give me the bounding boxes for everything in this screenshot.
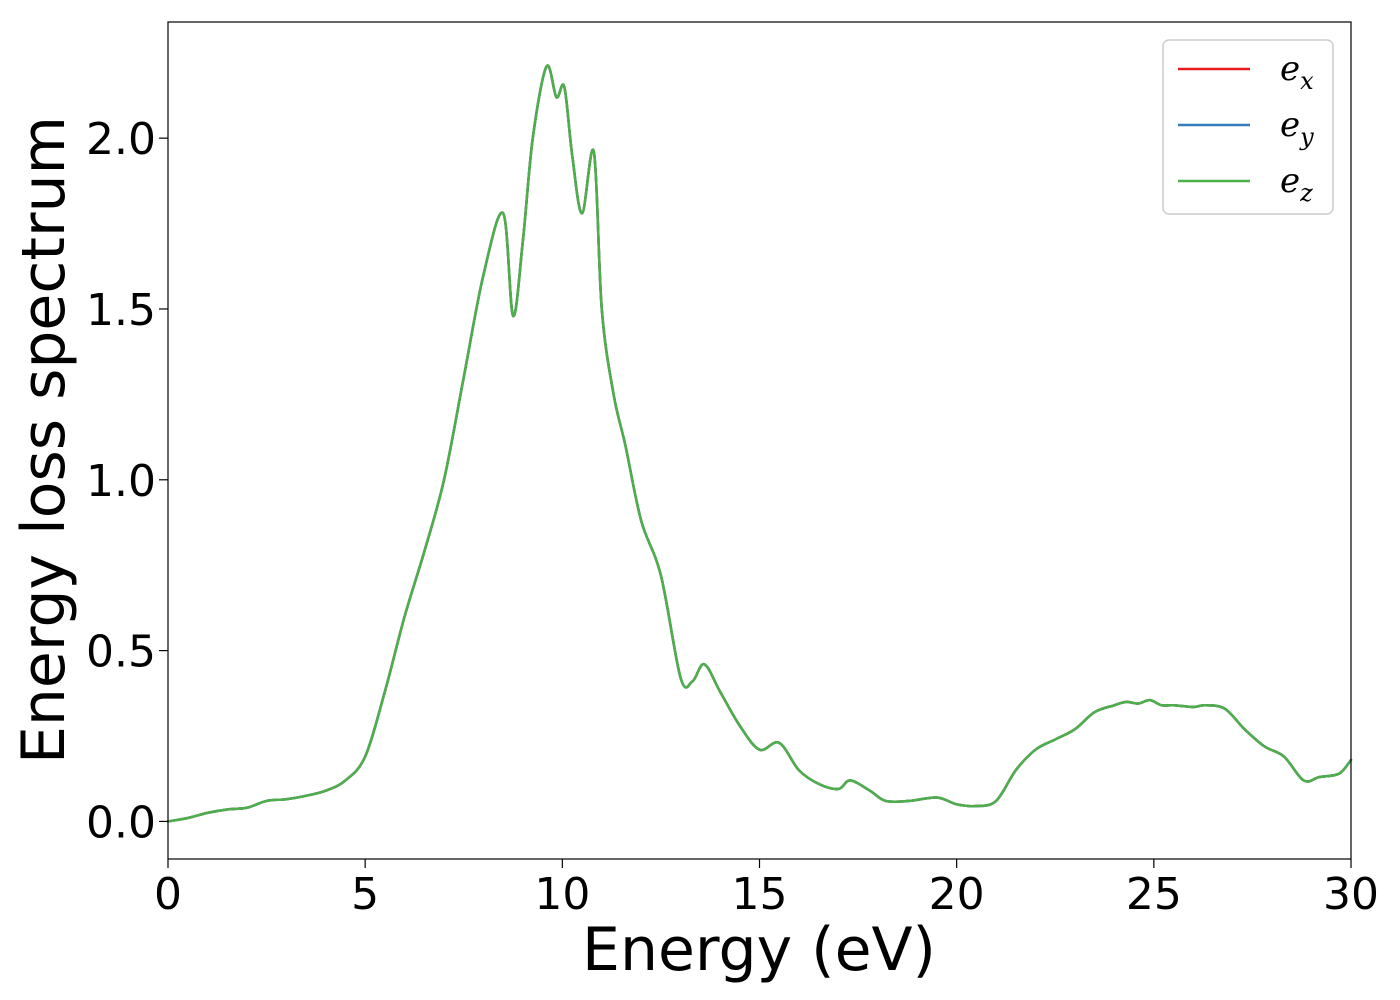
- x-axis-label: Energy (eV): [582, 915, 936, 985]
- y-axis-label: Energy loss spectrum: [9, 116, 79, 764]
- series-line-z: [166, 64, 1353, 823]
- y-tick-label: 0.0: [86, 797, 156, 848]
- series-layer: [166, 64, 1353, 823]
- y-tick-label: 0.5: [86, 627, 156, 678]
- x-tick-label: 0: [154, 869, 182, 920]
- ticks-layer: 0 5 10 15 20 25 30 0.0 0.5 1.0 1.5 2.0: [86, 114, 1379, 920]
- y-tick-label: 1.5: [86, 285, 156, 336]
- x-tick-label: 15: [732, 869, 788, 920]
- y-tick-label: 1.0: [86, 456, 156, 507]
- x-tick-label: 25: [1126, 869, 1182, 920]
- y-tick-label: 2.0: [86, 114, 156, 165]
- x-tick-label: 20: [929, 869, 985, 920]
- legend-label-x: ex: [1280, 49, 1314, 95]
- x-tick-label: 10: [534, 869, 590, 920]
- x-tick-label: 30: [1323, 869, 1379, 920]
- legend-frame: [1162, 39, 1334, 215]
- x-tick-label: 5: [351, 869, 379, 920]
